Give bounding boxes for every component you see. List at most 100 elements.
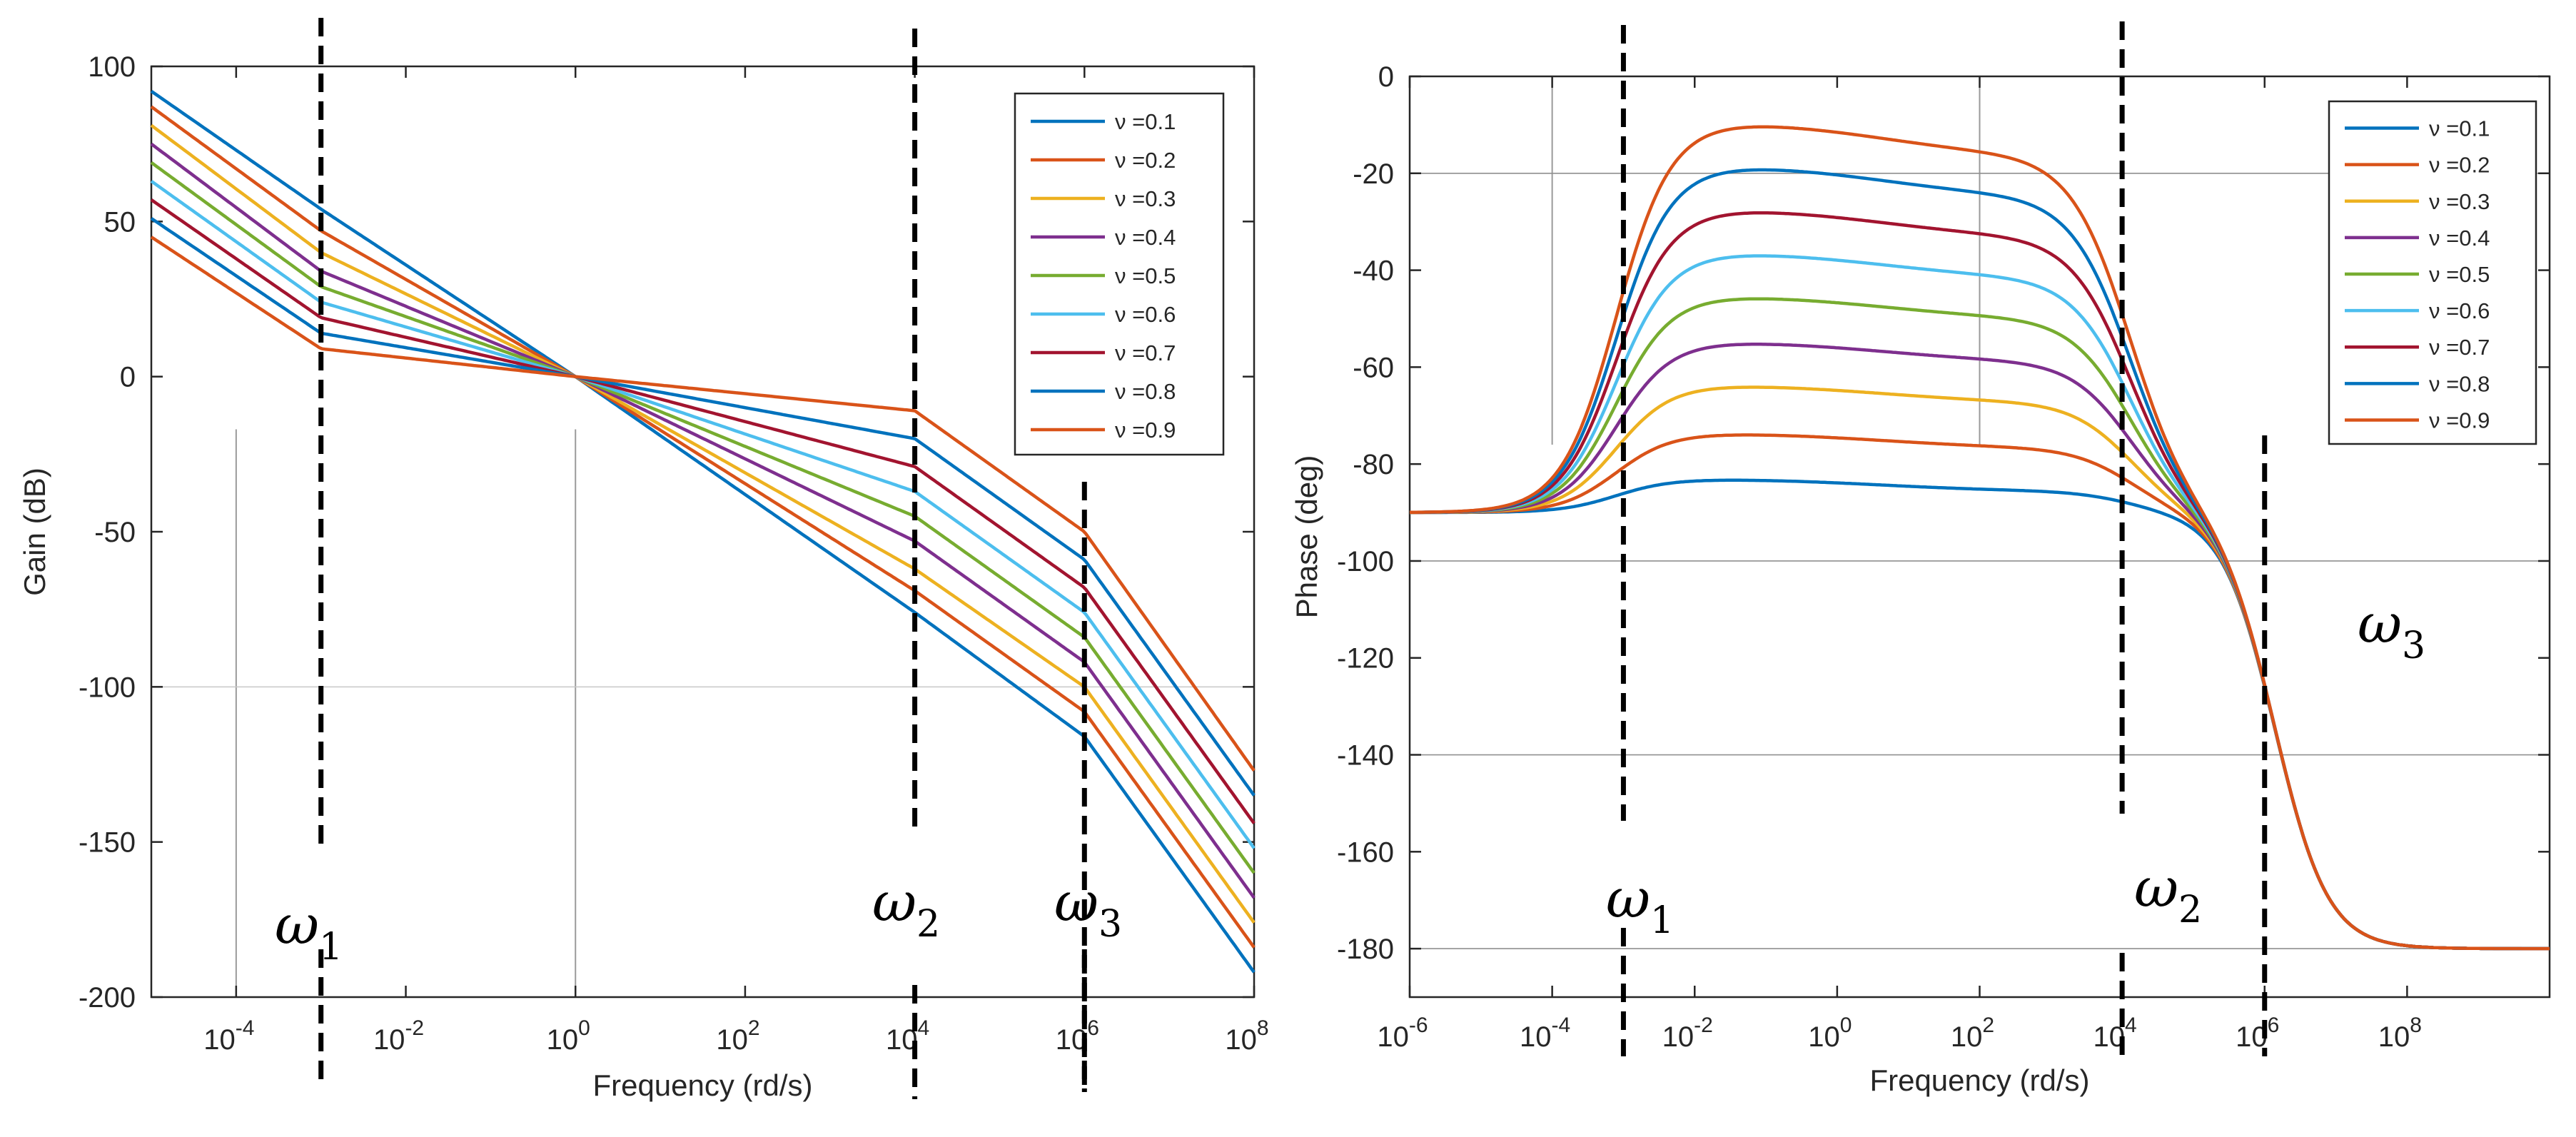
x-axis-label: Frequency (rd/s): [1869, 1063, 2089, 1097]
legend-entry: ν =0.4: [2429, 226, 2490, 251]
y-tick-label: 100: [88, 51, 136, 83]
omega-marker-label: ω3: [1054, 870, 1122, 946]
legend-entry: ν =0.9: [1115, 418, 1176, 443]
legend-entry: ν =0.6: [2429, 298, 2490, 323]
series-group: [1409, 125, 2550, 951]
marker-lines: [1620, 21, 2268, 1056]
series-line: [150, 179, 1256, 849]
x-tick-base: 10: [1377, 1021, 1409, 1053]
x-tick-base: 10: [1225, 1024, 1257, 1056]
x-tick-label: 104: [2093, 1014, 2137, 1053]
legend-entry: ν =0.3: [2429, 189, 2490, 214]
x-tick-base: 10: [2093, 1021, 2126, 1053]
x-tick-exponent: 6: [2268, 1014, 2280, 1037]
x-tick-label: 100: [1808, 1014, 1852, 1053]
omega-symbol: ω: [1054, 870, 1098, 934]
legend-entry: ν =0.5: [1115, 263, 1176, 288]
y-tick-label: -200: [79, 982, 136, 1014]
omega-marker-label: ω1: [1606, 866, 1674, 942]
y-tick-label: -120: [1337, 643, 1394, 674]
x-tick-label: 10-2: [373, 1016, 424, 1056]
y-tick-label: -150: [79, 827, 136, 859]
omega-marker-label: ω1: [275, 893, 343, 969]
y-tick-label: -40: [1353, 256, 1394, 287]
omega-marker-label: ω2: [2134, 856, 2202, 931]
legend-entry: ν =0.8: [1115, 379, 1176, 404]
series-line: [1409, 125, 2550, 951]
omega-symbol: ω: [275, 893, 319, 956]
x-tick-exponent: 8: [1257, 1016, 1269, 1040]
series-line: [150, 198, 1256, 824]
y-tick-label: -100: [1337, 546, 1394, 577]
series-line: [150, 123, 1256, 924]
y-tick-label: -100: [79, 672, 136, 703]
x-tick-exponent: 0: [578, 1016, 590, 1040]
x-tick-base: 10: [2378, 1021, 2410, 1053]
series-line: [150, 105, 1256, 949]
x-tick-base: 10: [2236, 1021, 2268, 1053]
legend-entry: ν =0.4: [1115, 225, 1176, 250]
legend-entry: ν =0.3: [1115, 186, 1176, 211]
omega-marker-label: ω2: [872, 870, 940, 946]
x-tick-exponent: -4: [236, 1016, 255, 1040]
legend-entry: ν =0.8: [2429, 371, 2490, 396]
x-tick-exponent: 6: [1087, 1016, 1099, 1040]
x-tick-base: 10: [716, 1024, 748, 1056]
series-line: [150, 161, 1256, 874]
x-tick-label: 108: [2378, 1014, 2422, 1053]
x-tick-base: 10: [1662, 1021, 1694, 1053]
legend-entry: ν =0.6: [1115, 302, 1176, 327]
omega-subscript: 3: [1098, 903, 1122, 946]
series-line: [150, 217, 1256, 797]
y-tick-label: -60: [1353, 352, 1394, 383]
x-tick-exponent: 8: [2410, 1014, 2422, 1037]
x-tick-base: 10: [886, 1024, 918, 1056]
x-tick-base: 10: [1520, 1021, 1552, 1053]
y-tick-label: -180: [1337, 934, 1394, 965]
x-tick-label: 108: [1225, 1016, 1268, 1056]
legend-entry: ν =0.5: [2429, 262, 2490, 287]
x-tick-label: 102: [716, 1016, 759, 1056]
legend: ν =0.1 ν =0.2 ν =0.3 ν =0.4 ν =0.5 ν =0.6 ν =0…: [2328, 100, 2537, 445]
x-tick-exponent: 4: [918, 1016, 930, 1040]
legend-entry: ν =0.2: [2429, 153, 2490, 178]
y-tick-label: -80: [1353, 449, 1394, 480]
series-line: [150, 236, 1256, 772]
series-line: [150, 89, 1256, 974]
series-line: [150, 142, 1256, 899]
legend-entry: ν =0.1: [2429, 116, 2490, 141]
omega-subscript: 1: [319, 926, 343, 969]
legend: ν =0.1 ν =0.2 ν =0.3 ν =0.4 ν =0.5 ν =0.6 ν =0…: [1014, 92, 1225, 456]
legend-entry: ν =0.2: [1115, 148, 1176, 173]
marker-lines: [318, 18, 1087, 1099]
y-axis-label: Phase (deg): [1290, 455, 1323, 619]
y-tick-label: 0: [120, 362, 136, 393]
x-tick-base: 10: [1056, 1024, 1088, 1056]
x-tick-base: 10: [547, 1024, 579, 1056]
x-tick-exponent: -2: [1694, 1014, 1713, 1037]
x-tick-label: 10-6: [1377, 1014, 1428, 1053]
x-tick-base: 10: [203, 1024, 236, 1056]
x-tick-exponent: -6: [1409, 1014, 1428, 1037]
x-tick-exponent: 0: [1840, 1014, 1852, 1037]
omega-subscript: 2: [2178, 889, 2202, 931]
x-tick-base: 10: [373, 1024, 405, 1056]
x-tick-exponent: 2: [1982, 1014, 1994, 1037]
omega-symbol: ω: [1606, 866, 1650, 930]
legend-entry: ν =0.7: [2429, 335, 2490, 360]
x-tick-exponent: -2: [405, 1016, 424, 1040]
legend-entry: ν =0.1: [1115, 109, 1176, 134]
y-tick-label: -160: [1337, 837, 1394, 868]
y-axis-label: Gain (dB): [18, 468, 51, 596]
y-tick-label: 50: [104, 206, 136, 238]
omega-subscript: 1: [1650, 899, 1674, 942]
legend-entry: ν =0.7: [1115, 340, 1176, 365]
omega-marker-label: ω3: [2358, 592, 2425, 667]
x-tick-base: 10: [1808, 1021, 1840, 1053]
omega-subscript: 3: [2402, 625, 2425, 667]
x-axis-label: Frequency (rd/s): [592, 1068, 812, 1102]
omega-symbol: ω: [2358, 592, 2402, 655]
